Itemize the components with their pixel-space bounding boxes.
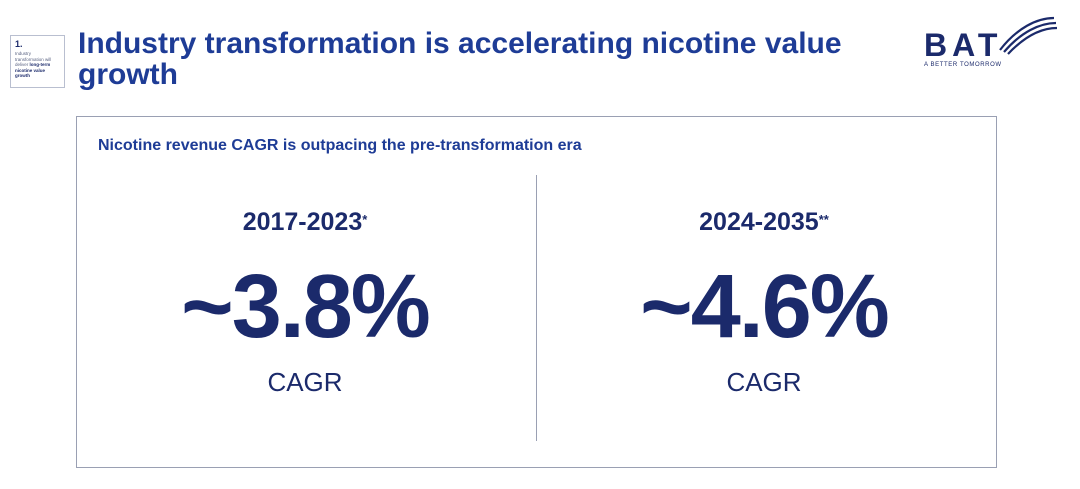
page-title: Industry transformation is accelerating …	[78, 27, 842, 91]
cagr-panel: Nicotine revenue CAGR is outpacing the p…	[76, 116, 997, 468]
logo-tagline: A BETTER TOMORROW	[924, 62, 1002, 68]
footnote-mark: *	[362, 212, 368, 227]
period-label: 2024-2035**	[599, 207, 929, 237]
period-text: 2024-2035	[699, 208, 819, 236]
metric-label: CAGR	[726, 367, 802, 397]
logo-wordmark: BAT	[924, 27, 1003, 63]
section-text-strong: long-term nicotine value growth	[15, 62, 51, 78]
metric-label: CAGR	[267, 367, 343, 397]
cagr-column-2017-2023: 2017-2023* ~3.8% CAGR	[140, 207, 470, 397]
period-label: 2017-2023*	[140, 207, 470, 237]
column-divider	[536, 175, 537, 441]
cagr-column-2024-2035: 2024-2035** ~4.6% CAGR	[599, 207, 929, 397]
logo-swoosh-icon	[999, 16, 1058, 55]
bat-logo: BAT A BETTER TOMORROW	[922, 16, 1062, 72]
footnote-mark: **	[818, 212, 829, 227]
cagr-value: ~3.8%	[181, 257, 431, 357]
panel-heading: Nicotine revenue CAGR is outpacing the p…	[98, 137, 582, 154]
section-number: 1.	[15, 39, 23, 49]
period-text: 2017-2023	[242, 208, 363, 236]
section-text: Industry transformation will deliver	[15, 51, 52, 67]
section-tag: 1. Industry transformation will deliver …	[10, 35, 65, 88]
cagr-value: ~4.6%	[640, 257, 890, 357]
